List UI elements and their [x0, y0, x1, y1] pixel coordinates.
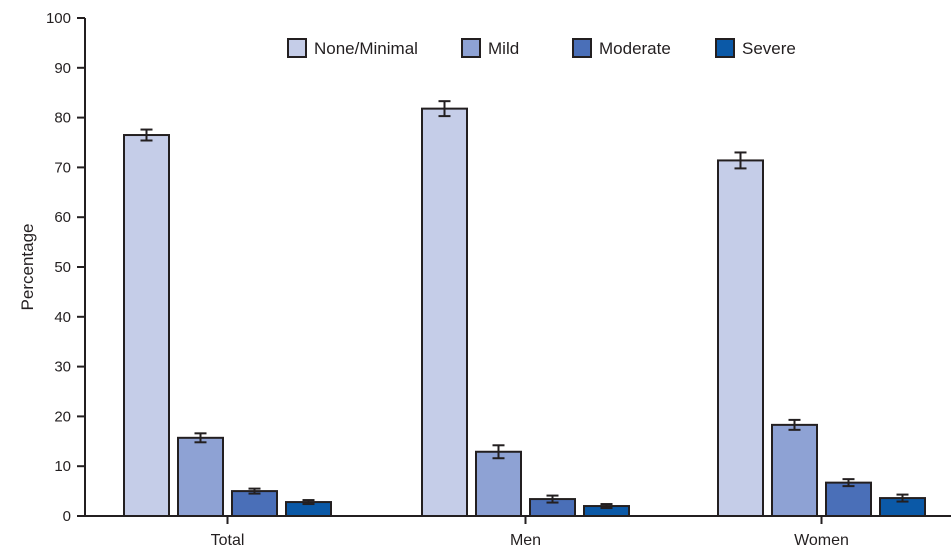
- y-tick-label-0: 0: [63, 508, 71, 525]
- y-tick-label-60: 60: [54, 209, 71, 226]
- y-axis-title: Percentage: [18, 224, 37, 311]
- error-bar-men-none-minimal: [438, 100, 451, 118]
- y-tick-label-70: 70: [54, 159, 71, 176]
- legend-item-severe: Severe: [715, 38, 796, 58]
- legend-item-mild: Mild: [461, 38, 519, 58]
- axes-layer: 0 10 20 30 40 50 60 70 80 90 100 Total Men Women: [46, 10, 951, 549]
- legend-label: Moderate: [599, 39, 671, 58]
- y-tick-label-30: 30: [54, 359, 71, 376]
- error-bar-men-moderate: [546, 494, 559, 504]
- error-bar-women-moderate: [842, 478, 855, 488]
- error-bar-men-mild: [492, 444, 505, 460]
- bar-women-none-minimal: [717, 159, 764, 517]
- error-bar-women-none-minimal: [734, 151, 747, 170]
- legend-swatch: [715, 38, 735, 58]
- error-bar-total-moderate: [248, 487, 261, 495]
- legend-swatch: [287, 38, 307, 58]
- legend-item-moderate: Moderate: [572, 38, 671, 58]
- legend: None/Minimal Mild Moderate Severe: [287, 38, 796, 58]
- error-bar-total-severe: [302, 499, 315, 506]
- legend-label: Severe: [742, 39, 796, 58]
- legend-swatch: [572, 38, 592, 58]
- y-tick-label-10: 10: [54, 458, 71, 475]
- y-tick-label-40: 40: [54, 309, 71, 326]
- error-bar-total-none-minimal: [140, 128, 153, 142]
- bar-men-none-minimal: [421, 107, 468, 518]
- bar-men-mild: [475, 450, 522, 517]
- y-tick-label-20: 20: [54, 408, 71, 425]
- error-bar-women-severe: [896, 493, 909, 503]
- bar-women-mild: [771, 423, 818, 517]
- x-tick-label-women: Women: [794, 532, 849, 549]
- legend-swatch: [461, 38, 481, 58]
- bar-total-moderate: [231, 490, 278, 518]
- error-bar-women-mild: [788, 418, 801, 431]
- legend-item-none-minimal: None/Minimal: [287, 38, 418, 58]
- x-tick-label-men: Men: [510, 532, 541, 549]
- y-tick-label-100: 100: [46, 10, 71, 27]
- bar-women-moderate: [825, 481, 872, 518]
- y-tick-label-80: 80: [54, 110, 71, 127]
- bars-layer: [123, 100, 926, 518]
- bar-total-none-minimal: [123, 134, 170, 517]
- y-tick-label-50: 50: [54, 259, 71, 276]
- legend-label: Mild: [488, 39, 519, 58]
- error-bar-men-severe: [600, 503, 613, 510]
- bar-total-mild: [177, 436, 224, 517]
- error-bar-total-mild: [194, 432, 207, 444]
- legend-label: None/Minimal: [314, 39, 418, 58]
- y-tick-label-90: 90: [54, 60, 71, 77]
- x-tick-label-total: Total: [211, 532, 245, 549]
